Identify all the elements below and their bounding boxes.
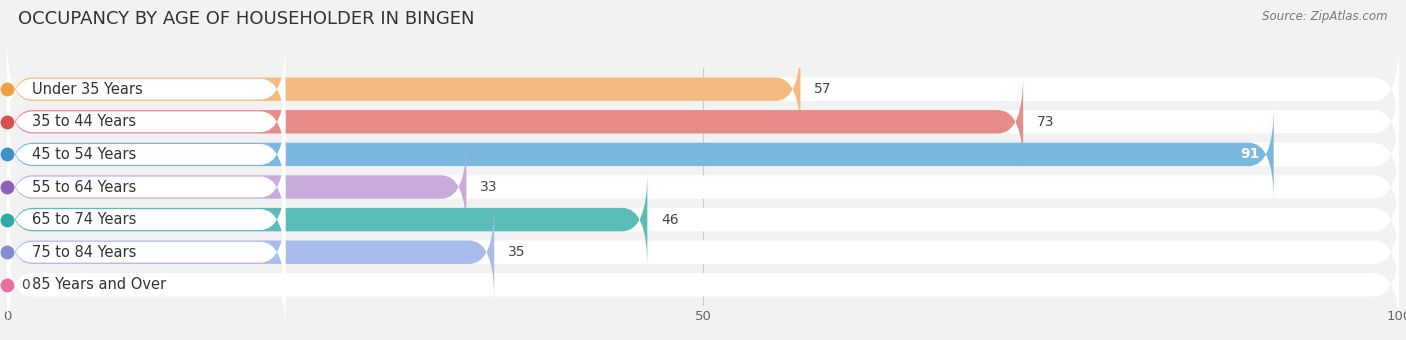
FancyBboxPatch shape xyxy=(7,42,1399,136)
Text: 91: 91 xyxy=(1240,148,1260,162)
Text: 73: 73 xyxy=(1038,115,1054,129)
FancyBboxPatch shape xyxy=(7,42,800,136)
Text: 45 to 54 Years: 45 to 54 Years xyxy=(32,147,136,162)
Text: 33: 33 xyxy=(481,180,498,194)
FancyBboxPatch shape xyxy=(7,41,285,137)
Text: 35: 35 xyxy=(508,245,526,259)
FancyBboxPatch shape xyxy=(7,73,285,170)
FancyBboxPatch shape xyxy=(7,237,285,333)
Text: 46: 46 xyxy=(661,212,679,226)
FancyBboxPatch shape xyxy=(7,107,1399,201)
Text: 65 to 74 Years: 65 to 74 Years xyxy=(32,212,136,227)
Text: 55 to 64 Years: 55 to 64 Years xyxy=(32,180,136,194)
FancyBboxPatch shape xyxy=(7,171,285,268)
FancyBboxPatch shape xyxy=(7,140,1399,234)
FancyBboxPatch shape xyxy=(7,173,647,267)
Text: Under 35 Years: Under 35 Years xyxy=(32,82,143,97)
Text: 85 Years and Over: 85 Years and Over xyxy=(32,277,166,292)
FancyBboxPatch shape xyxy=(7,139,285,235)
Text: 35 to 44 Years: 35 to 44 Years xyxy=(32,114,136,129)
Text: 75 to 84 Years: 75 to 84 Years xyxy=(32,245,136,260)
FancyBboxPatch shape xyxy=(7,106,285,203)
FancyBboxPatch shape xyxy=(7,205,1399,299)
FancyBboxPatch shape xyxy=(7,238,1399,332)
FancyBboxPatch shape xyxy=(7,140,467,234)
FancyBboxPatch shape xyxy=(7,107,1274,201)
FancyBboxPatch shape xyxy=(7,75,1399,169)
FancyBboxPatch shape xyxy=(7,75,1024,169)
Text: 0: 0 xyxy=(21,278,30,292)
Text: Source: ZipAtlas.com: Source: ZipAtlas.com xyxy=(1263,10,1388,23)
FancyBboxPatch shape xyxy=(7,205,495,299)
Text: 57: 57 xyxy=(814,82,832,96)
FancyBboxPatch shape xyxy=(7,204,285,301)
FancyBboxPatch shape xyxy=(7,173,1399,267)
Text: OCCUPANCY BY AGE OF HOUSEHOLDER IN BINGEN: OCCUPANCY BY AGE OF HOUSEHOLDER IN BINGE… xyxy=(18,10,475,28)
